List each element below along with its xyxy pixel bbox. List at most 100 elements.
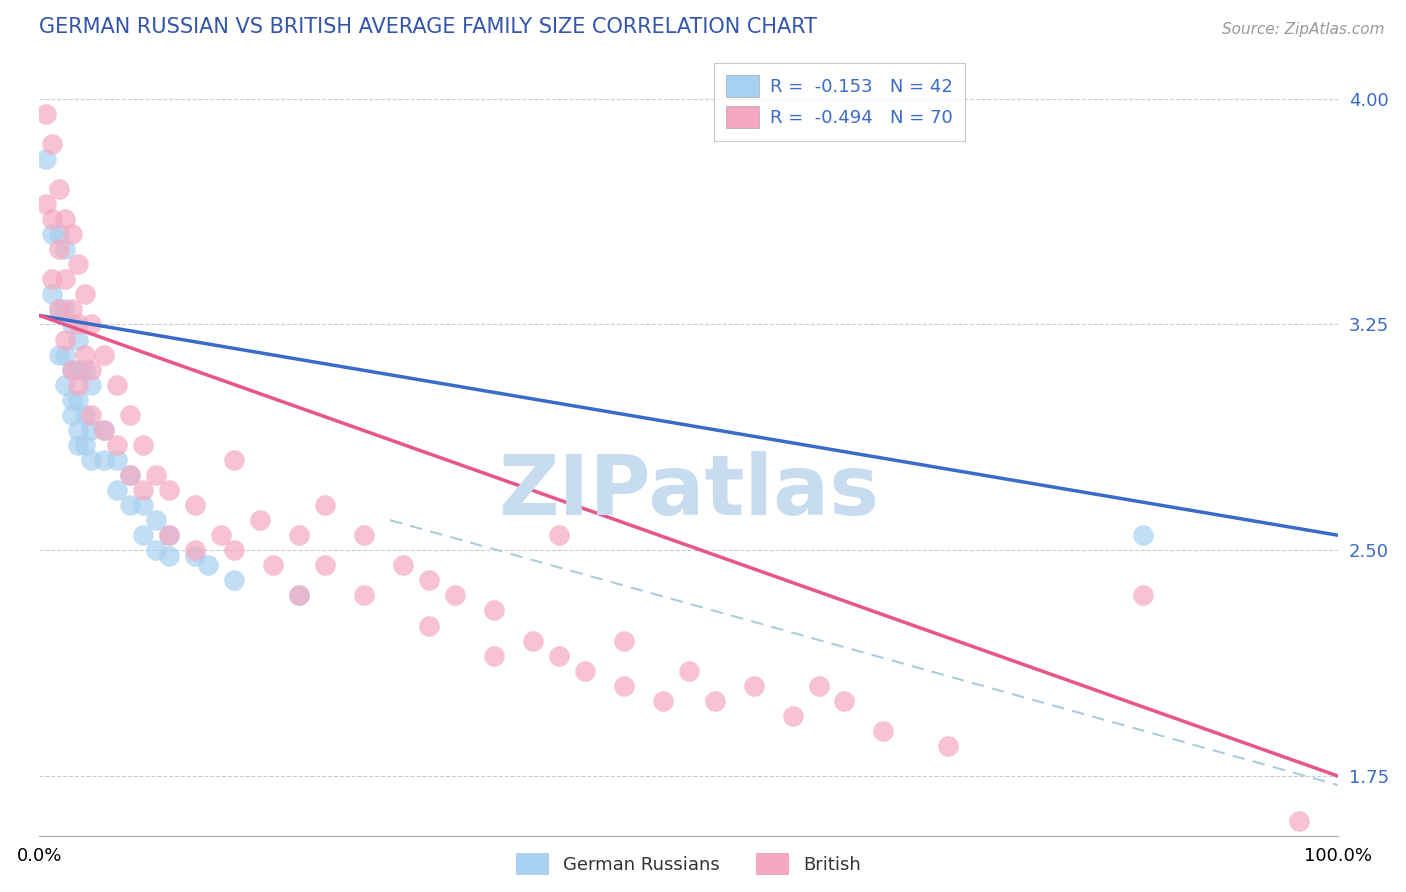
Point bbox=[482, 648, 505, 663]
Point bbox=[703, 694, 725, 708]
Point bbox=[53, 377, 76, 392]
Point bbox=[35, 106, 58, 120]
Point bbox=[132, 528, 155, 542]
Text: GERMAN RUSSIAN VS BRITISH AVERAGE FAMILY SIZE CORRELATION CHART: GERMAN RUSSIAN VS BRITISH AVERAGE FAMILY… bbox=[39, 17, 817, 37]
Point bbox=[574, 664, 596, 678]
Point bbox=[73, 362, 96, 376]
Point bbox=[132, 498, 155, 512]
Point bbox=[157, 549, 180, 564]
Point bbox=[105, 483, 128, 497]
Point bbox=[48, 348, 70, 362]
Point bbox=[48, 227, 70, 241]
Point bbox=[53, 242, 76, 256]
Point bbox=[482, 603, 505, 617]
Point bbox=[418, 574, 440, 588]
Text: ZIPatlas: ZIPatlas bbox=[498, 451, 879, 533]
Point bbox=[73, 348, 96, 362]
Point bbox=[157, 528, 180, 542]
Point bbox=[807, 679, 830, 693]
Point bbox=[80, 377, 103, 392]
Point bbox=[73, 438, 96, 452]
Point bbox=[48, 302, 70, 317]
Point bbox=[145, 543, 167, 558]
Point bbox=[93, 453, 115, 467]
Point bbox=[353, 589, 375, 603]
Point bbox=[547, 648, 569, 663]
Point bbox=[120, 498, 142, 512]
Point bbox=[67, 257, 90, 271]
Point bbox=[834, 694, 856, 708]
Point bbox=[742, 679, 765, 693]
Point bbox=[224, 453, 246, 467]
Point bbox=[444, 589, 467, 603]
Point bbox=[48, 242, 70, 256]
Point bbox=[60, 227, 83, 241]
Point bbox=[224, 543, 246, 558]
Point bbox=[782, 709, 804, 723]
Point bbox=[80, 423, 103, 437]
Point bbox=[197, 558, 219, 573]
Point bbox=[872, 723, 894, 738]
Point bbox=[41, 227, 63, 241]
Point bbox=[48, 302, 70, 317]
Point bbox=[522, 633, 544, 648]
Point bbox=[314, 498, 336, 512]
Point bbox=[93, 423, 115, 437]
Point bbox=[67, 333, 90, 347]
Point bbox=[35, 152, 58, 166]
Point bbox=[67, 318, 90, 332]
Point bbox=[678, 859, 700, 873]
Point bbox=[80, 408, 103, 422]
Point bbox=[678, 664, 700, 678]
Point bbox=[288, 589, 311, 603]
Point bbox=[262, 558, 284, 573]
Point bbox=[93, 348, 115, 362]
Point bbox=[120, 468, 142, 483]
Point bbox=[184, 549, 207, 564]
Point bbox=[105, 453, 128, 467]
Point bbox=[41, 272, 63, 286]
Point bbox=[60, 302, 83, 317]
Point bbox=[67, 438, 90, 452]
Text: Source: ZipAtlas.com: Source: ZipAtlas.com bbox=[1222, 22, 1385, 37]
Point bbox=[145, 468, 167, 483]
Point bbox=[157, 483, 180, 497]
Point bbox=[353, 528, 375, 542]
Point bbox=[67, 392, 90, 407]
Point bbox=[184, 498, 207, 512]
Point bbox=[53, 348, 76, 362]
Point bbox=[60, 392, 83, 407]
Point bbox=[41, 212, 63, 227]
Point bbox=[53, 302, 76, 317]
Point bbox=[132, 438, 155, 452]
Point bbox=[48, 182, 70, 196]
Point bbox=[80, 453, 103, 467]
Point bbox=[120, 408, 142, 422]
Point bbox=[35, 197, 58, 211]
Point bbox=[73, 408, 96, 422]
Point bbox=[41, 136, 63, 151]
Point bbox=[613, 679, 636, 693]
Point bbox=[67, 377, 90, 392]
Point bbox=[60, 362, 83, 376]
Point bbox=[60, 318, 83, 332]
Point bbox=[314, 558, 336, 573]
Point bbox=[1288, 814, 1310, 829]
Point bbox=[1132, 589, 1154, 603]
Point bbox=[249, 513, 271, 527]
Point bbox=[120, 468, 142, 483]
Point bbox=[67, 362, 90, 376]
Point bbox=[224, 574, 246, 588]
Point bbox=[938, 739, 960, 753]
Point bbox=[547, 528, 569, 542]
Point bbox=[288, 589, 311, 603]
Point bbox=[288, 528, 311, 542]
Point bbox=[418, 618, 440, 632]
Point bbox=[613, 633, 636, 648]
Point bbox=[60, 408, 83, 422]
Point bbox=[53, 272, 76, 286]
Point bbox=[209, 528, 232, 542]
Point bbox=[67, 423, 90, 437]
Point bbox=[80, 318, 103, 332]
Point bbox=[105, 438, 128, 452]
